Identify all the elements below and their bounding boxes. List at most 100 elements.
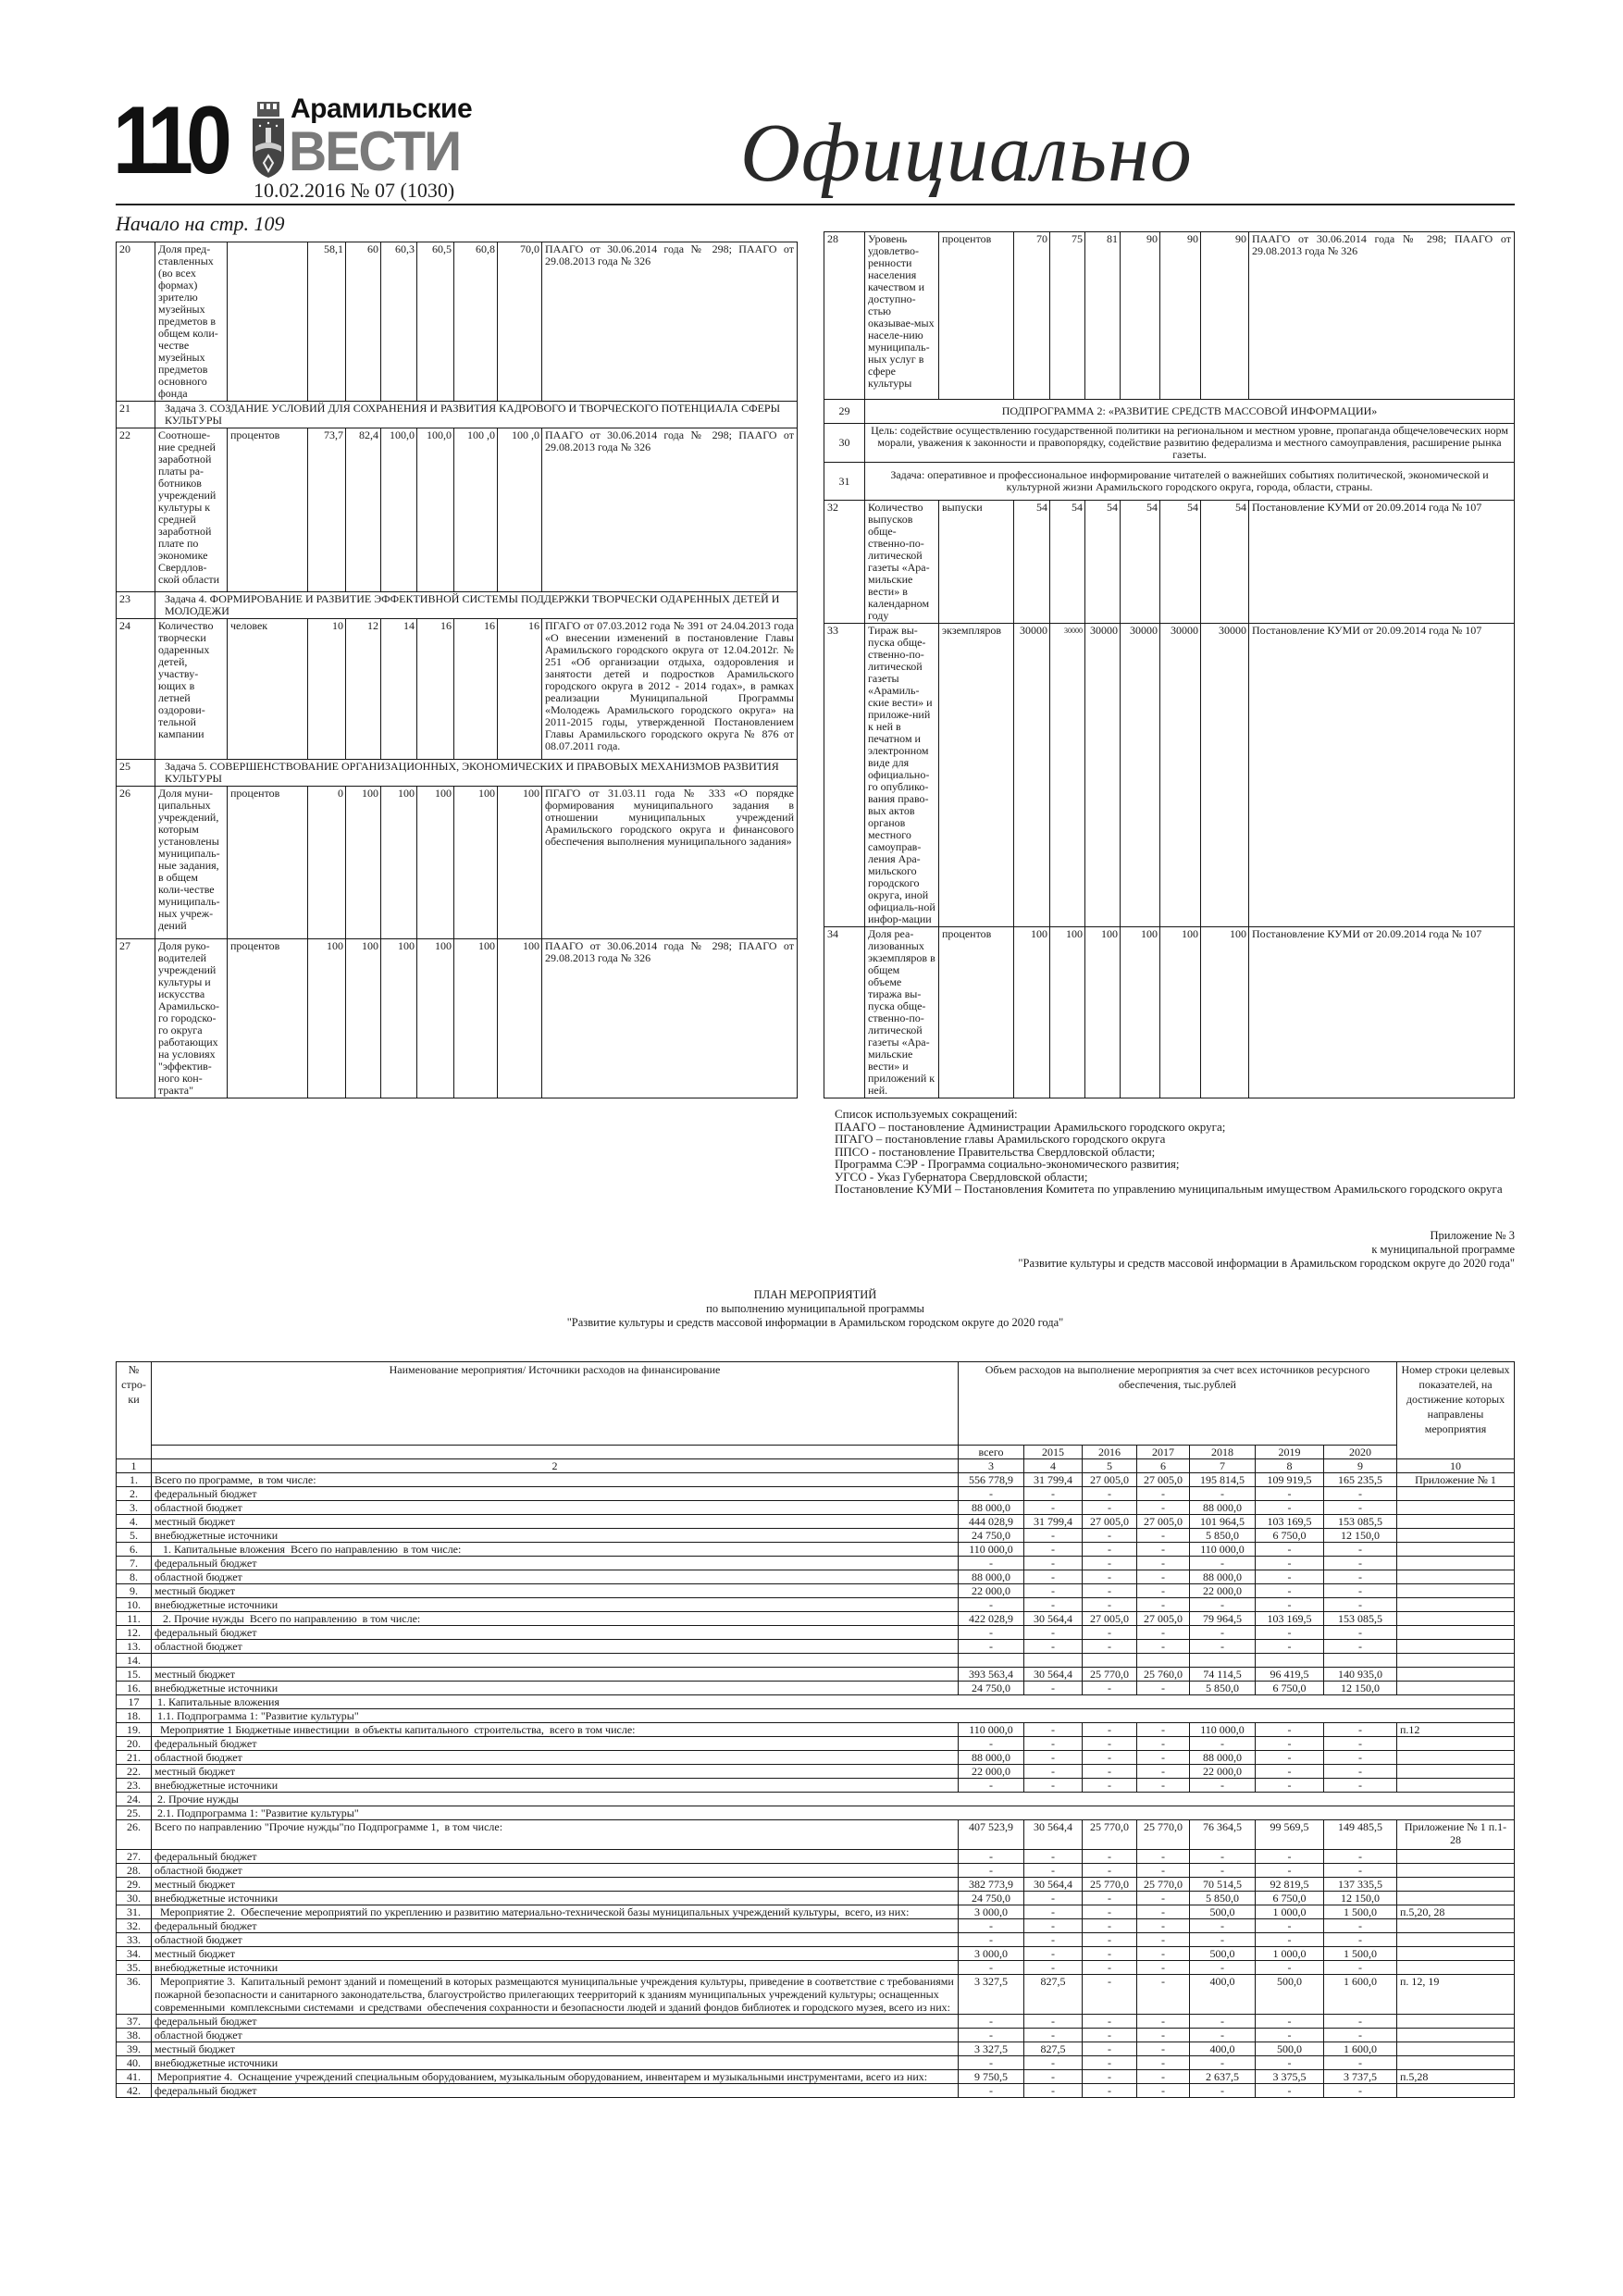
plan-amount: 3 000,0 xyxy=(958,1946,1024,1961)
plan-target-ref xyxy=(1396,1667,1515,1682)
plan-amount: - xyxy=(1023,1750,1083,1765)
plan-row-number: 5. xyxy=(116,1528,152,1543)
plan-amount: - xyxy=(1255,2055,1324,2070)
plan-amount: 382 773,9 xyxy=(958,1877,1024,1892)
indicator-value: 100 xyxy=(453,938,498,1098)
indicator-row: 34 Доля реа-лизованных экземпляров в обще… xyxy=(824,926,1515,1098)
plan-amount: - xyxy=(1082,1778,1137,1793)
plan-amount: - xyxy=(1023,1528,1083,1543)
indicator-value: 100 xyxy=(380,786,417,939)
plan-row: 37. федеральный бюджет - - - - - - - xyxy=(116,2014,1515,2029)
indicator-value: 60,3 xyxy=(380,242,417,402)
plan-title: ПЛАН МЕРОПРИЯТИЙ xyxy=(753,1288,877,1301)
plan-row-number: 20. xyxy=(116,1736,152,1751)
abbreviation-item: Постановление КУМИ – Постановления Комит… xyxy=(835,1182,1503,1196)
row-number: 29 xyxy=(824,399,865,424)
header-year: 2016 xyxy=(1082,1445,1137,1459)
plan-amount: - xyxy=(1255,1932,1324,1947)
plan-amount xyxy=(1189,1653,1256,1668)
header-column-number: 10 xyxy=(1396,1458,1515,1473)
plan-amount: 74 114,5 xyxy=(1189,1667,1256,1682)
indicator-value: 54 xyxy=(1159,500,1201,624)
plan-amount: - xyxy=(1255,1625,1324,1640)
plan-row: 32. федеральный бюджет - - - - - - - xyxy=(116,1918,1515,1933)
indicator-value: 12 xyxy=(345,618,381,760)
plan-amount: - xyxy=(1023,1863,1083,1878)
plan-amount: - xyxy=(1255,2014,1324,2029)
plan-amount: - xyxy=(1136,1486,1190,1501)
plan-row-number: 31. xyxy=(116,1905,152,1919)
plan-target-ref xyxy=(1396,2014,1515,2029)
plan-item-name: местный бюджет xyxy=(151,2042,959,2056)
plan-amount: 110 000,0 xyxy=(958,1722,1024,1737)
plan-item-name: областной бюджет xyxy=(151,2028,959,2042)
plan-item-name: местный бюджет xyxy=(151,1583,959,1598)
plan-amount: - xyxy=(1082,1863,1137,1878)
indicator-unit: процентов xyxy=(227,786,308,939)
plan-amount: - xyxy=(1023,1932,1083,1947)
plan-amount: 195 814,5 xyxy=(1189,1472,1256,1487)
row-number: 27 xyxy=(116,938,155,1098)
plan-amount: 1 500,0 xyxy=(1323,1946,1397,1961)
indicator-row: 23 Задача 4. ФОРМИРОВАНИЕ И РАЗВИТИЕ ЭФФЕ… xyxy=(116,591,798,619)
plan-row: 16. внебюджетные источники 24 750,0- - -5 85… xyxy=(116,1681,1515,1695)
indicator-name: Тираж вы-пуска обще-ственно-по-литическо… xyxy=(864,623,939,927)
plan-amount: - xyxy=(1082,2014,1137,2029)
plan-amount: 827,5 xyxy=(1023,2042,1083,2056)
plan-amount: 1 600,0 xyxy=(1323,2042,1397,2056)
plan-amount: - xyxy=(1189,1918,1256,1933)
plan-row: 39. местный бюджет 3 327,5 827,5- -400,0 500,… xyxy=(116,2042,1515,2056)
plan-row: 22. местный бюджет 22 000,0- - -22 000,0- - xyxy=(116,1764,1515,1779)
plan-amount: - xyxy=(1136,1849,1190,1864)
plan-amount: - xyxy=(1082,2055,1137,2070)
plan-amount: - xyxy=(1323,1960,1397,1975)
row-number: 33 xyxy=(824,623,865,927)
plan-item-name: областной бюджет xyxy=(151,1863,959,1878)
plan-item-name: федеральный бюджет xyxy=(151,1625,959,1640)
indicator-value: 100 xyxy=(1120,926,1160,1098)
row-number: 34 xyxy=(824,926,865,1098)
plan-amount: 22 000,0 xyxy=(958,1764,1024,1779)
indicator-value: 100 xyxy=(345,786,381,939)
plan-amount: - xyxy=(1082,1583,1137,1598)
plan-target-ref xyxy=(1396,1960,1515,1975)
plan-row-number: 21. xyxy=(116,1750,152,1765)
indicator-value: 16 xyxy=(453,618,498,760)
plan-amount: - xyxy=(1323,2055,1397,2070)
indicator-value: 75 xyxy=(1049,231,1085,400)
plan-amount: 30 564,4 xyxy=(1023,1877,1083,1892)
plan-row-number: 2. xyxy=(116,1486,152,1501)
indicator-value: 100 xyxy=(307,938,346,1098)
plan-amount: - xyxy=(1082,1639,1137,1654)
plan-amount: - xyxy=(1023,1500,1083,1515)
row-number: 22 xyxy=(116,428,155,592)
plan-amount: 27 005,0 xyxy=(1136,1514,1190,1529)
plan-amount: 30 564,4 xyxy=(1023,1819,1083,1850)
plan-target-ref xyxy=(1396,1500,1515,1515)
plan-amount: 88 000,0 xyxy=(958,1500,1024,1515)
indicator-unit: процентов xyxy=(227,428,308,592)
plan-row-number: 28. xyxy=(116,1863,152,1878)
plan-amount: - xyxy=(1023,1764,1083,1779)
plan-amount: - xyxy=(1323,1486,1397,1501)
plan-amount: 407 523,9 xyxy=(958,1819,1024,1850)
plan-amount: 25 770,0 xyxy=(1082,1819,1137,1850)
indicator-value: 14 xyxy=(380,618,417,760)
plan-row-number: 37. xyxy=(116,2014,152,2029)
plan-amount: 27 005,0 xyxy=(1082,1611,1137,1626)
plan-row-number: 22. xyxy=(116,1764,152,1779)
plan-row: 24. 2. Прочие нужды xyxy=(116,1792,1515,1806)
plan-amount: 556 778,9 xyxy=(958,1472,1024,1487)
indicator-unit: процентов xyxy=(938,926,1014,1098)
indicator-value: 100 xyxy=(416,938,454,1098)
plan-amount: - xyxy=(1136,1542,1190,1557)
indicator-row: 20 Доля пред-ставленных (во всех формах) … xyxy=(116,242,798,402)
plan-amount: - xyxy=(1189,1639,1256,1654)
plan-target-ref: Приложение № 1 xyxy=(1396,1472,1515,1487)
indicator-value: 10 xyxy=(307,618,346,760)
plan-amount: - xyxy=(1082,1556,1137,1570)
plan-row: 40. внебюджетные источники - - - - - - - xyxy=(116,2055,1515,2070)
plan-amount: - xyxy=(1323,1583,1397,1598)
plan-row: 10. внебюджетные источники - - - - - - - xyxy=(116,1597,1515,1612)
plan-amount: - xyxy=(1082,1960,1137,1975)
